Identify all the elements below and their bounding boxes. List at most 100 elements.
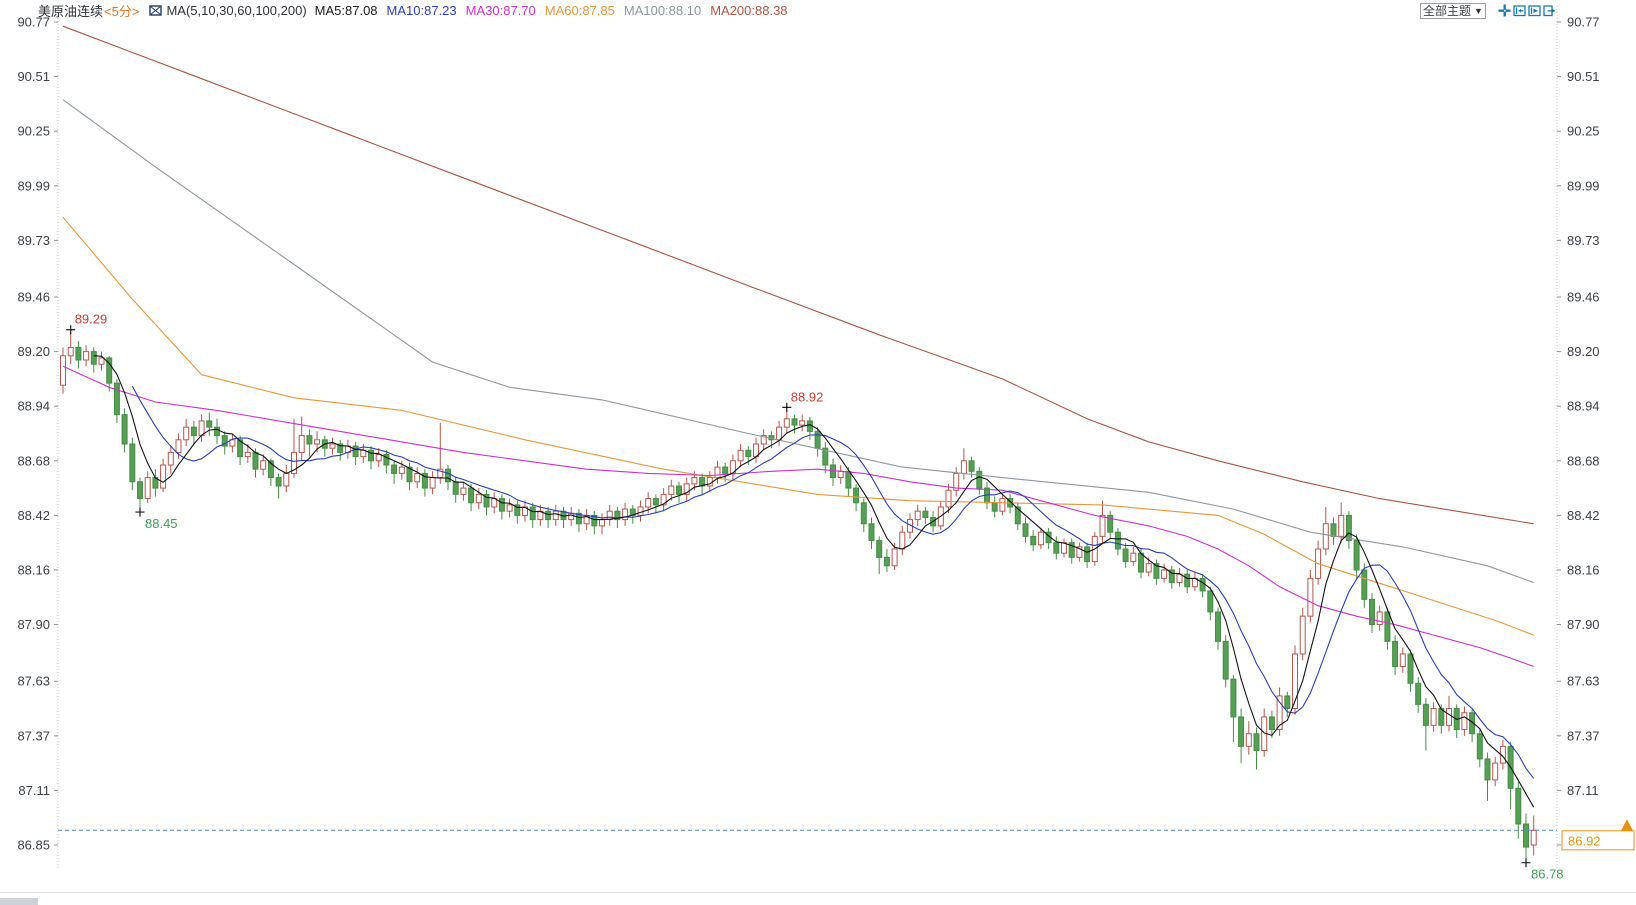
candle-body [575, 512, 582, 525]
current-price-tag [1561, 830, 1635, 851]
period-label: <5分> [104, 3, 140, 19]
chart-toolbar: 全部主题 ▼ [1420, 2, 1556, 19]
extreme-cross-marker [782, 402, 792, 412]
candle-body [468, 487, 475, 504]
candle-body [183, 426, 190, 441]
price-axis-label-right: 89.73 [1567, 233, 1600, 248]
candle-body [460, 487, 467, 495]
price-axis-label-right: 87.37 [1567, 728, 1600, 743]
candle-body [899, 531, 906, 550]
zoom-in-icon[interactable] [1527, 4, 1541, 18]
candle-body [1330, 523, 1337, 537]
theme-dropdown-button[interactable]: 全部主题 ▼ [1420, 2, 1486, 19]
candle-body [221, 435, 228, 447]
candle-body [414, 472, 421, 483]
candle-body [190, 426, 197, 437]
candle-body [1461, 712, 1468, 731]
candle-body [1138, 552, 1144, 573]
indicator-icon[interactable] [149, 4, 163, 17]
price-axis-label-left: 88.68 [17, 453, 50, 468]
price-axis-label-left: 87.63 [17, 674, 50, 689]
zoom-out-icon[interactable] [1512, 4, 1526, 18]
candle-body [429, 477, 436, 489]
candle-body [113, 382, 120, 416]
candle-body [945, 489, 952, 508]
scrollbar-stub[interactable] [0, 898, 38, 905]
bottom-divider [0, 892, 1636, 893]
candle-body [1422, 703, 1429, 726]
extreme-price-label: 86.78 [1531, 867, 1564, 882]
candle-body [737, 449, 744, 462]
price-axis-label-left: 89.46 [17, 290, 50, 305]
candle-body [760, 435, 767, 445]
candle-body [475, 493, 482, 504]
price-up-arrow-icon [1621, 819, 1633, 831]
candle-body [1153, 563, 1160, 579]
ma-line-MA5 [93, 355, 1535, 808]
candle-body [1037, 531, 1044, 546]
candle-body [791, 418, 798, 426]
candle-body [129, 443, 136, 483]
candle-body [260, 460, 267, 470]
theme-dropdown-label: 全部主题 [1423, 4, 1472, 18]
candle-body [175, 439, 182, 453]
candle-body [853, 487, 860, 504]
candle-body [668, 485, 675, 495]
price-axis-label-left: 87.90 [17, 617, 50, 632]
extreme-price-label: 88.92 [791, 389, 824, 404]
candle-body [1245, 733, 1252, 747]
candle-body [106, 357, 113, 384]
ma10-legend: MA10:87.23 [386, 2, 457, 18]
candle-body [506, 504, 513, 512]
candle-body [1076, 546, 1083, 558]
candle-body [599, 519, 605, 527]
candle-body [991, 502, 998, 512]
extreme-price-label: 89.29 [75, 312, 108, 327]
candle-body [1276, 695, 1283, 731]
candle-body [98, 357, 105, 365]
candle-body [267, 460, 274, 479]
candle-body [206, 420, 213, 428]
candle-body [1130, 552, 1137, 563]
ma5-legend: MA5:87.08 [314, 2, 378, 18]
pan-right-icon[interactable] [1542, 4, 1556, 18]
candle-body [960, 460, 967, 474]
candle-body [1122, 548, 1129, 563]
candle-body [1384, 611, 1391, 642]
crosshair-icon[interactable] [1497, 4, 1511, 18]
candle-body [645, 498, 652, 508]
candle-body [1292, 653, 1298, 710]
ma-line-MA200 [62, 25, 1534, 525]
candle-body [167, 451, 174, 466]
candle-body [1099, 514, 1106, 537]
candle-body [1014, 506, 1021, 525]
candle-body [676, 485, 682, 495]
candle-body [783, 418, 790, 428]
price-axis-label-left: 89.20 [17, 344, 50, 359]
candle-body [891, 548, 898, 567]
candle-body [568, 512, 575, 521]
candle-body [968, 460, 975, 472]
candle-body [837, 470, 844, 479]
candle-body [214, 426, 220, 437]
candle-body [75, 346, 82, 361]
candle-body [1068, 542, 1075, 558]
price-axis-label-right: 88.42 [1567, 508, 1600, 523]
price-axis-label-left: 88.16 [17, 562, 50, 577]
candle-body [1199, 577, 1206, 592]
price-axis-label-left: 90.77 [17, 15, 50, 30]
price-axis-label-left: 90.51 [17, 69, 50, 84]
price-axis-label-right: 88.16 [1567, 562, 1600, 577]
candle-body [860, 502, 867, 525]
candle-body [1145, 563, 1152, 573]
candle-body [1415, 682, 1422, 705]
price-axis-label-right: 87.90 [1567, 617, 1600, 632]
ma-group-label: MA(5,10,30,60,100,200) [166, 2, 307, 18]
candle-body [391, 464, 398, 474]
candle-body [953, 472, 960, 491]
candle-body [291, 451, 297, 474]
candle-body [1253, 733, 1260, 752]
candle-body [614, 510, 621, 521]
